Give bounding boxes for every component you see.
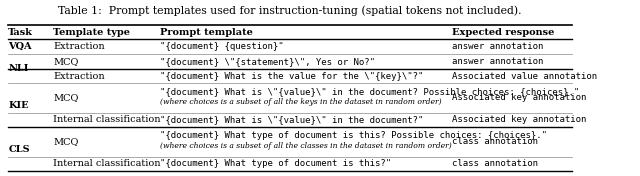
- Text: "{document} What is \"{value}\" in the document? Possible choices: {choices}.": "{document} What is \"{value}\" in the d…: [160, 87, 579, 96]
- Text: CLS: CLS: [8, 145, 30, 154]
- Text: "{document} What is the value for the \"{key}\"?": "{document} What is the value for the \"…: [160, 71, 424, 80]
- Text: Expected response: Expected response: [452, 28, 554, 37]
- Text: class annotation: class annotation: [452, 159, 538, 168]
- Text: Table 1:  Prompt templates used for instruction-tuning (spatial tokens not inclu: Table 1: Prompt templates used for instr…: [58, 6, 522, 16]
- Text: "{document} \"{statement}\", Yes or No?": "{document} \"{statement}\", Yes or No?": [160, 57, 375, 66]
- Text: "{document} What is \"{value}\" in the document?": "{document} What is \"{value}\" in the d…: [160, 115, 424, 124]
- Text: MCQ: MCQ: [53, 57, 79, 66]
- Text: answer annotation: answer annotation: [452, 57, 543, 66]
- Text: VQA: VQA: [8, 42, 32, 51]
- Text: Extraction: Extraction: [53, 42, 105, 51]
- Text: "{document} {question}": "{document} {question}": [160, 42, 284, 51]
- Text: Extraction: Extraction: [53, 71, 105, 80]
- Text: NLI: NLI: [8, 64, 29, 73]
- Text: (where choices is a subset of all the keys in the dataset in random order): (where choices is a subset of all the ke…: [160, 98, 442, 106]
- Text: MCQ: MCQ: [53, 137, 79, 146]
- Text: KIE: KIE: [8, 101, 29, 110]
- Text: Associated key annotation: Associated key annotation: [452, 115, 586, 124]
- Text: Associated value annotation: Associated value annotation: [452, 71, 597, 80]
- Text: MCQ: MCQ: [53, 93, 79, 102]
- Text: Associated key annotation: Associated key annotation: [452, 93, 586, 102]
- Text: Template type: Template type: [53, 28, 131, 37]
- Text: Internal classification: Internal classification: [53, 115, 161, 124]
- Text: Internal classification: Internal classification: [53, 159, 161, 168]
- Text: (where choices is a subset of all the classes in the dataset in random order): (where choices is a subset of all the cl…: [160, 142, 452, 150]
- Text: Prompt template: Prompt template: [160, 28, 253, 37]
- Text: Task: Task: [8, 28, 33, 37]
- Text: answer annotation: answer annotation: [452, 42, 543, 51]
- Text: "{document} What type of document is this?": "{document} What type of document is thi…: [160, 159, 391, 168]
- Text: "{document} What type of document is this? Possible choices: {choices}.": "{document} What type of document is thi…: [160, 131, 547, 140]
- Text: class annotation: class annotation: [452, 137, 538, 146]
